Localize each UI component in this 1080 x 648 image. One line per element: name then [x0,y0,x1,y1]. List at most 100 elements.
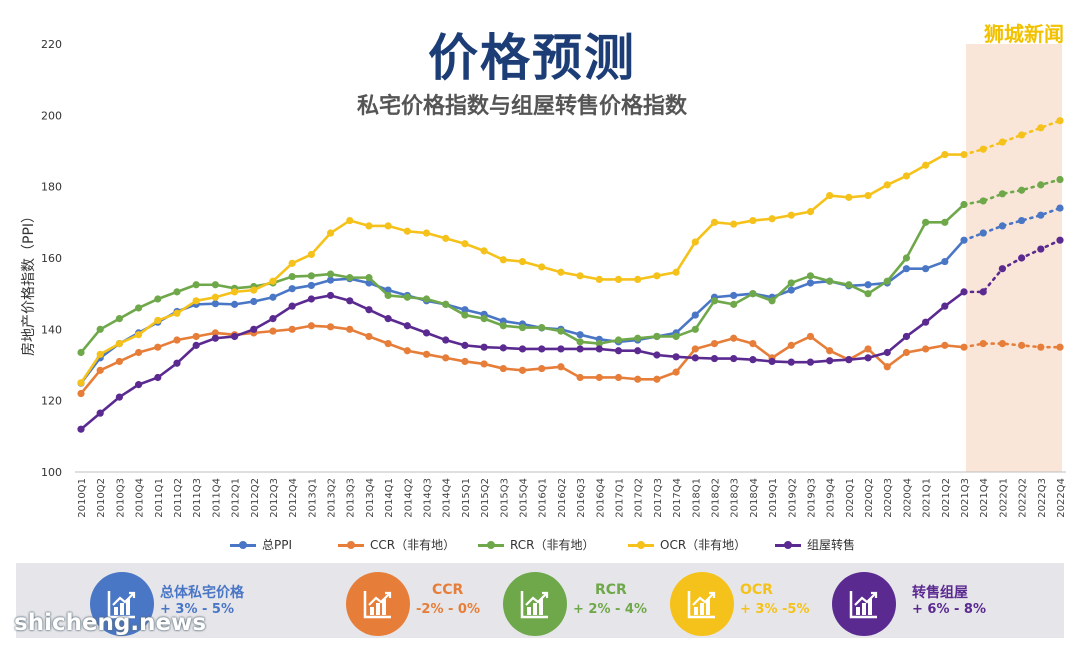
data-point [634,375,642,383]
data-point [115,357,123,366]
legend-swatch-ccr [338,541,364,549]
legend-label-ocr: OCR（非有地） [660,538,747,552]
data-point [288,259,296,267]
chart-title: 价格预测 [428,29,636,87]
data-point [115,340,123,348]
data-point [653,272,661,280]
summary-title-ccr: CCR [432,582,464,598]
data-point [518,366,527,374]
data-point [691,325,699,333]
data-point [710,297,719,305]
data-point [288,285,296,293]
data-point [442,354,450,362]
data-point [979,340,987,348]
x-tick-label: 2012Q3 [269,478,280,518]
data-point [614,347,623,355]
data-point [787,358,795,366]
data-point [595,373,603,382]
data-point [461,311,469,319]
data-point [230,300,239,308]
x-tick-label: 2016Q2 [557,478,568,518]
data-point [730,291,738,300]
data-point [1018,186,1026,194]
data-point [77,348,85,357]
series-forecast-line-0 [962,206,1062,242]
summary-title-rcr: RCR [595,582,627,598]
data-point [749,290,757,298]
data-point [826,191,834,200]
data-point [538,364,546,373]
data-point [1018,254,1026,262]
x-tick-label: 2013Q1 [307,478,318,518]
x-tick-label: 2019Q1 [768,478,779,518]
x-tick-label: 2022Q3 [1037,478,1048,518]
data-point [134,381,143,389]
x-tick-label: 2022Q4 [1056,478,1067,518]
x-tick-label: 2020Q2 [864,478,875,518]
data-point [250,297,258,306]
data-point [403,347,411,355]
legend-swatch-hdb [775,541,801,549]
data-point [365,306,373,314]
data-point [230,288,239,296]
y-tick-label: 160 [41,252,62,265]
summary-range-hdb: + 6% - 8% [912,602,987,617]
data-point [403,322,411,330]
data-point [442,300,450,308]
data-point [192,281,200,289]
data-point [96,366,104,374]
data-point [614,373,623,382]
data-point [403,227,411,235]
x-tick-label: 2020Q3 [883,478,894,518]
watermark-top: 狮城新闻 [984,22,1064,46]
data-point [403,293,411,301]
data-point [653,351,661,359]
data-point [192,332,200,341]
data-point [691,354,699,362]
data-point [576,345,584,353]
data-point [288,302,296,310]
x-tick-label: 2019Q2 [787,478,798,518]
data-point [960,150,968,159]
data-point [922,345,930,353]
legend-label-ppi: 总PPI [262,538,293,552]
data-point [269,315,277,323]
data-point [576,272,584,280]
data-point [384,340,392,348]
data-point [806,358,815,366]
data-point [326,229,335,237]
chart-up-icon [687,591,716,619]
data-point [864,191,872,200]
x-tick-label: 2012Q1 [231,478,242,518]
data-point [806,279,815,287]
data-point [806,332,815,341]
x-tick-label: 2018Q3 [730,478,741,518]
data-point [1037,124,1045,132]
data-point [749,356,757,364]
data-point [864,290,872,298]
summary-range-rcr: + 2% - 4% [573,602,648,617]
data-point [730,220,738,228]
data-point [461,306,469,314]
chart-up-icon [363,591,392,619]
data-point [557,327,565,335]
data-point [653,332,661,341]
summary-title-ocr: OCR [740,582,773,598]
summary-title-hdb: 转售组屋 [912,585,968,601]
data-point [518,257,527,266]
x-tick-label: 2013Q4 [365,478,376,518]
data-point [998,222,1007,230]
data-point [480,315,488,323]
x-tick-label: 2022Q1 [998,478,1009,518]
data-point [902,254,911,262]
data-point [326,323,335,331]
data-point [960,343,968,351]
data-point [787,286,795,294]
data-point [826,357,834,365]
data-point [864,345,872,353]
data-point [326,291,335,300]
data-point [1056,117,1064,125]
data-point [960,236,968,244]
data-point [154,343,162,351]
chart-up-icon [107,591,136,619]
